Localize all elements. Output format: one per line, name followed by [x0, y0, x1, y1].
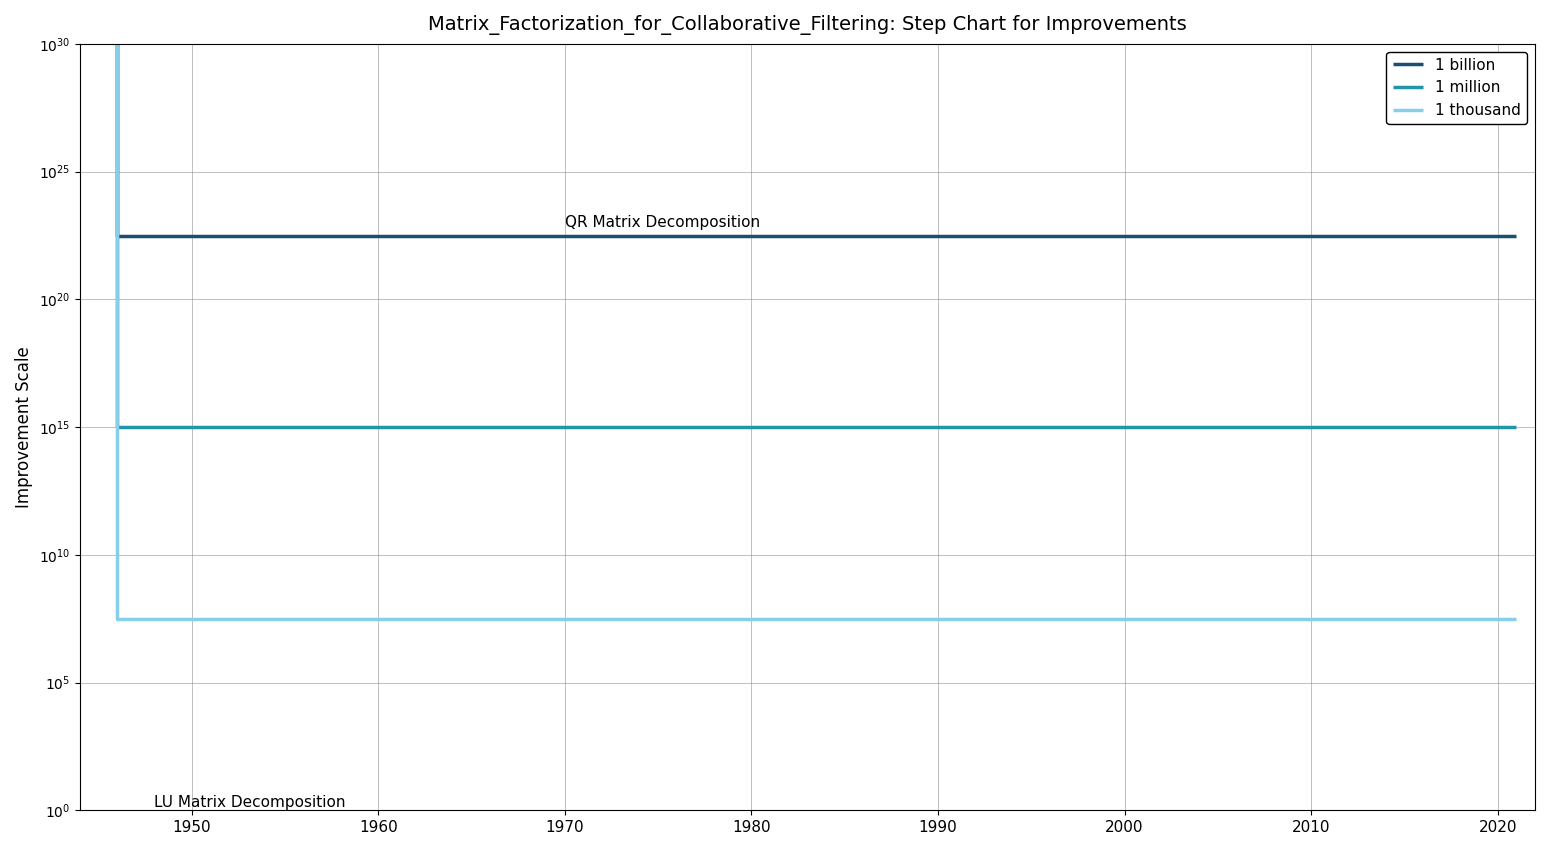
- Text: LU Matrix Decomposition: LU Matrix Decomposition: [155, 796, 346, 810]
- Text: QR Matrix Decomposition: QR Matrix Decomposition: [564, 215, 760, 230]
- 1 billion: [109, 39, 127, 49]
- 1 million: [109, 39, 127, 49]
- Legend: 1 billion, 1 million, 1 thousand: 1 billion, 1 million, 1 thousand: [1387, 52, 1527, 124]
- 1 billion: [109, 231, 127, 241]
- 1 thousand: [109, 39, 127, 49]
- 1 thousand: [1507, 615, 1525, 625]
- Line: 1 thousand: 1 thousand: [118, 44, 1516, 620]
- 1 billion: [1507, 231, 1525, 241]
- 1 thousand: [109, 615, 127, 625]
- 1 million: [109, 422, 127, 432]
- Line: 1 million: 1 million: [118, 44, 1516, 427]
- Line: 1 billion: 1 billion: [118, 44, 1516, 236]
- Y-axis label: Improvement Scale: Improvement Scale: [16, 346, 33, 508]
- Title: Matrix_Factorization_for_Collaborative_Filtering: Step Chart for Improvements: Matrix_Factorization_for_Collaborative_F…: [428, 15, 1187, 35]
- 1 million: [1507, 422, 1525, 432]
